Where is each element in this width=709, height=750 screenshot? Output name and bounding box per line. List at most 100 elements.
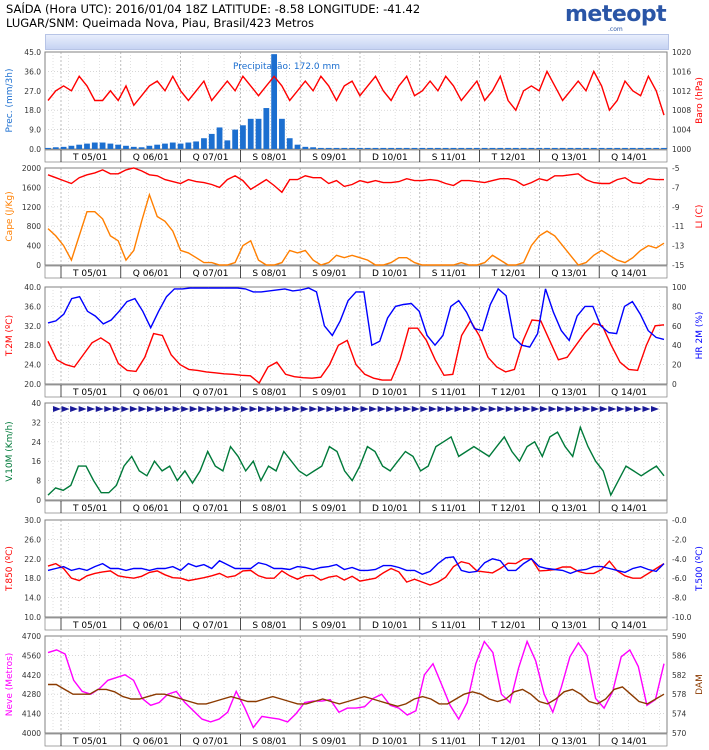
prec-bar [614, 147, 621, 149]
wind-arrow-icon [164, 406, 173, 412]
y-tick-label-right: 1008 [672, 106, 691, 115]
y-tick-label: 40 [31, 399, 41, 408]
y-tick-label: 800 [27, 222, 42, 231]
x-tick-label: Q 14/01 [611, 269, 647, 279]
wind-arrow-icon [428, 406, 437, 412]
y-tick-label: 4700 [22, 632, 41, 641]
wind-arrow-icon [275, 406, 284, 412]
x-tick-label: T 05/01 [72, 153, 107, 163]
x-tick-label: S 11/01 [432, 737, 467, 747]
y-tick-label: 24.0 [24, 361, 41, 370]
wind-arrow-icon [488, 406, 497, 412]
x-tick-label: D 10/01 [372, 504, 408, 514]
prec-bar [645, 147, 652, 149]
y-tick-label: 40.0 [24, 283, 41, 292]
prec-bar [528, 147, 535, 149]
y-tick-label-right: 1016 [672, 67, 691, 76]
y-tick-label-right: -15 [672, 261, 684, 270]
prec-bar [232, 129, 239, 149]
wind-arrow-icon [565, 406, 574, 412]
wind-arrow-icon [138, 406, 147, 412]
y-tick-label-right: -5 [672, 164, 680, 173]
prec-bar [310, 147, 317, 149]
y-tick-label-right: -10.0 [672, 613, 692, 622]
wind-arrow-icon [343, 406, 352, 412]
prec-bar [341, 147, 348, 149]
prec-bar [583, 147, 589, 149]
y-tick-label-right: -13 [672, 242, 684, 251]
x-tick-label: S 11/01 [432, 504, 467, 514]
y-tick-label: 36.0 [24, 67, 41, 76]
wind-arrow-icon [206, 406, 215, 412]
prec-bar [169, 142, 176, 149]
y-tick-label-right: -11 [672, 222, 684, 231]
x-axis-band [44, 733, 668, 747]
wind-arrow-icon [608, 406, 617, 412]
prec-bar [473, 147, 480, 149]
y-axis-title-right: LI (C) [695, 205, 705, 229]
x-tick-label: S 08/01 [252, 153, 287, 163]
x-tick-label: S 08/01 [252, 737, 287, 747]
y-tick-label-right: -2.0 [672, 535, 687, 544]
prec-bar [380, 147, 387, 149]
meteopt-logo[interactable]: meteopt [565, 2, 667, 27]
wind-arrow-icon [70, 406, 79, 412]
wind-arrow-icon [334, 406, 343, 412]
prec-bar [201, 138, 207, 149]
y-tick-label: 26.0 [24, 535, 41, 544]
y-tick-label: 0 [36, 496, 41, 505]
prec-bar [357, 147, 363, 149]
y-tick-label-right: -7 [672, 183, 680, 192]
x-tick-label: Q 14/01 [611, 504, 647, 514]
wind-arrow-icon [514, 406, 523, 412]
prec-bar [302, 146, 309, 149]
prec-bar [123, 145, 129, 149]
prec-bar [76, 144, 83, 149]
prec-bar [60, 146, 67, 149]
series-line-cape [47, 192, 665, 266]
prec-bar [52, 147, 59, 149]
y-axis-title-left: V.10M (Km/h) [5, 421, 15, 481]
wind-arrow-icon [642, 406, 651, 412]
y-tick-label-right: 0 [672, 380, 677, 389]
wind-arrow-icon [651, 406, 659, 412]
prec-bar [349, 147, 355, 149]
wind-arrow-icon [454, 406, 463, 412]
series-line-hr-2m [47, 287, 665, 348]
plot-frame [44, 402, 668, 501]
prec-bar [216, 127, 223, 149]
prec-bar [372, 147, 379, 149]
y-axis-title-right: HR 2M (%) [695, 312, 705, 360]
wind-arrow-icon [557, 406, 566, 412]
y-tick-label-right: 574 [672, 710, 687, 719]
wind-arrow-icon [394, 406, 403, 412]
y-axis-title-right: T.500 (ºC) [695, 546, 705, 592]
y-tick-label: 4420 [22, 671, 41, 680]
y-tick-label-right: 1020 [672, 48, 691, 57]
prec-bar [575, 147, 582, 149]
y-tick-label-right: 40 [672, 341, 682, 350]
y-tick-label-right: 1004 [672, 126, 691, 135]
prec-bar [154, 144, 161, 149]
wind-arrow-icon [223, 406, 232, 412]
prec-bar [208, 133, 215, 149]
x-tick-label: D 10/01 [372, 153, 408, 163]
prec-bar [162, 143, 168, 149]
wind-arrow-icon [352, 406, 360, 412]
wind-arrow-icon [437, 406, 446, 412]
prec-bar [240, 125, 246, 149]
x-tick-label: T 12/01 [491, 504, 526, 514]
wind-arrow-icon [582, 406, 591, 412]
wind-arrow-icon [505, 406, 514, 412]
x-tick-label: T 05/01 [72, 388, 107, 398]
wind-arrow-icon [445, 406, 454, 412]
wind-arrow-icon [497, 406, 506, 412]
prec-bar [505, 147, 511, 149]
wind-arrow-icon [146, 406, 155, 412]
x-tick-label: Q 06/01 [133, 737, 169, 747]
run-info: SAÍDA (Hora UTC): 2016/01/04 18Z LATITUD… [6, 2, 421, 16]
plot-frame [44, 286, 668, 385]
x-tick-label: Q 07/01 [193, 153, 229, 163]
prec-bar [403, 147, 410, 149]
x-tick-label: S 09/01 [312, 269, 347, 279]
